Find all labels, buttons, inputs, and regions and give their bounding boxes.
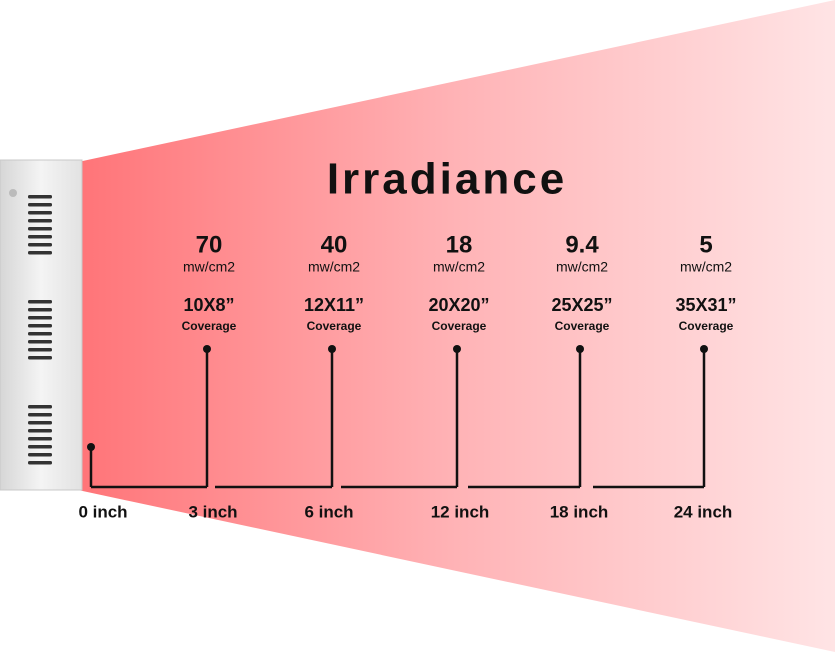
coverage-size: 35X31” — [675, 295, 736, 315]
coverage-label: Coverage — [432, 319, 487, 333]
vent-slot — [28, 211, 52, 215]
screw — [9, 189, 17, 197]
vent-slot — [28, 308, 52, 312]
vent-slot — [28, 437, 52, 441]
distance-label: 6 inch — [304, 502, 353, 521]
coverage-label: Coverage — [679, 319, 734, 333]
vents — [28, 195, 52, 465]
distance-label: 0 inch — [78, 502, 127, 521]
coverage-label: Coverage — [555, 319, 610, 333]
coverage-label: Coverage — [307, 319, 362, 333]
coverage-size: 12X11” — [304, 295, 364, 315]
coverage-size: 25X25” — [551, 295, 612, 315]
irradiance-value: 9.4 — [565, 231, 599, 258]
distance-label: 3 inch — [188, 502, 237, 521]
vent-slot — [28, 235, 52, 239]
vent-slot — [28, 348, 52, 352]
vent-slot — [28, 251, 52, 255]
irradiance-value: 18 — [446, 231, 473, 258]
irradiance-value: 70 — [196, 231, 223, 258]
coverage-size: 20X20” — [428, 295, 489, 315]
vent-slot — [28, 219, 52, 223]
irradiance-value: 40 — [321, 231, 348, 258]
vent-slot — [28, 203, 52, 207]
distance-label: 18 inch — [550, 502, 609, 521]
irradiance-value: 5 — [699, 231, 712, 258]
irradiance-unit: mw/cm2 — [433, 259, 485, 275]
columns: 70mw/cm210X8”Coverage40mw/cm212X11”Cover… — [78, 231, 736, 521]
vent-slot — [28, 340, 52, 344]
coverage-label: Coverage — [182, 319, 237, 333]
vent-slot — [28, 316, 52, 320]
vent-slot — [28, 195, 52, 199]
vent-slot — [28, 413, 52, 417]
vent-slot — [28, 429, 52, 433]
distance-label: 24 inch — [674, 502, 733, 521]
irradiance-unit: mw/cm2 — [183, 259, 235, 275]
vent-slot — [28, 421, 52, 425]
vent-slot — [28, 356, 52, 360]
vent-slot — [28, 405, 52, 409]
vent-slot — [28, 461, 52, 465]
vent-slot — [28, 453, 52, 457]
vent-slot — [28, 324, 52, 328]
irradiance-unit: mw/cm2 — [680, 259, 732, 275]
irradiance-unit: mw/cm2 — [556, 259, 608, 275]
irradiance-unit: mw/cm2 — [308, 259, 360, 275]
vent-slot — [28, 445, 52, 449]
distance-label: 12 inch — [431, 502, 490, 521]
light-beam — [78, 0, 835, 652]
vent-slot — [28, 243, 52, 247]
vent-slot — [28, 332, 52, 336]
coverage-size: 10X8” — [183, 295, 234, 315]
title: Irradiance — [327, 155, 567, 204]
vent-slot — [28, 227, 52, 231]
vent-slot — [28, 300, 52, 304]
